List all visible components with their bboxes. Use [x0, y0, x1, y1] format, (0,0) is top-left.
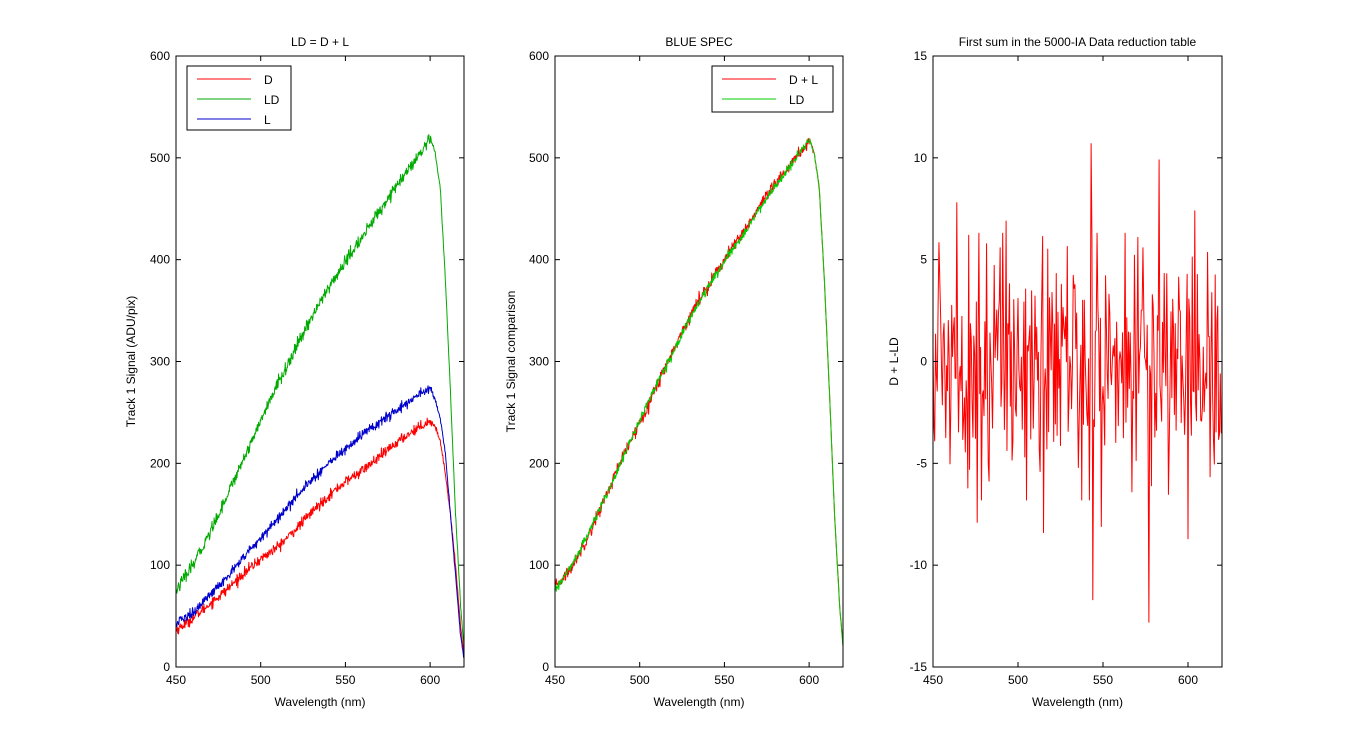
- y-tick-label: 500: [150, 151, 170, 165]
- y-tick-label: 5: [920, 253, 927, 267]
- x-tick-label: 500: [1008, 673, 1028, 687]
- chart-title: BLUE SPEC: [665, 35, 733, 49]
- chart-panel-1: 450 500 550 600 0 100 200 300 400 500 600 LD = D + …: [124, 35, 465, 709]
- y-tick-label: 400: [150, 253, 170, 267]
- series-line-d-l-ld: [933, 143, 1222, 623]
- y-tick-label: 300: [529, 355, 549, 369]
- legend-label: LD: [264, 93, 280, 107]
- y-tick-label: 0: [542, 660, 549, 674]
- y-tick-label: 300: [150, 355, 170, 369]
- y-tick-label: 100: [150, 558, 170, 572]
- x-tick-label: 450: [166, 673, 186, 687]
- plot-area: [555, 56, 843, 667]
- y-tick-label: 0: [920, 355, 927, 369]
- y-tick-label: -5: [916, 456, 927, 470]
- chart-title: LD = D + L: [291, 35, 349, 49]
- chart-panel-3: 450 500 550 600 -15 -10 -5 0 5 10 15 First sum in t…: [887, 35, 1223, 709]
- y-tick-label: 400: [529, 253, 549, 267]
- series-line-ld: [555, 138, 843, 647]
- y-tick-label: -15: [910, 660, 928, 674]
- plot-area: [176, 56, 464, 667]
- y-tick-label: 500: [529, 151, 549, 165]
- chart-panel-2: 450 500 550 600 0 100 200 300 400 500 600 BLUE SPEC…: [504, 35, 844, 709]
- x-axis-label: Wavelength (nm): [654, 695, 745, 709]
- y-tick-label: 10: [914, 151, 928, 165]
- legend-label: D: [264, 73, 273, 87]
- legend-label: L: [264, 113, 271, 127]
- y-tick-label: 0: [163, 660, 170, 674]
- series-group: [933, 143, 1222, 623]
- x-tick-label: 450: [923, 673, 943, 687]
- y-axis-label: Track 1 Signal comparison: [504, 291, 518, 433]
- legend-label: LD: [789, 93, 805, 107]
- x-tick-label: 450: [545, 673, 565, 687]
- series-line-l: [176, 385, 464, 658]
- y-tick-label: 15: [914, 49, 928, 63]
- y-tick-label: 600: [150, 49, 170, 63]
- legend-label: D + L: [789, 73, 818, 87]
- x-tick-label: 550: [1093, 673, 1113, 687]
- y-tick-label: 100: [529, 558, 549, 572]
- x-tick-label: 550: [335, 673, 355, 687]
- y-tick-label: 200: [150, 456, 170, 470]
- series-group: [176, 134, 464, 658]
- x-tick-label: 600: [420, 673, 440, 687]
- y-tick-label: 200: [529, 456, 549, 470]
- legend: D LD L: [186, 65, 292, 131]
- y-tick-label: -10: [910, 558, 928, 572]
- x-tick-label: 550: [714, 673, 734, 687]
- legend-box: [711, 65, 834, 113]
- legend: D + L LD: [711, 65, 834, 113]
- y-tick-label: 600: [529, 49, 549, 63]
- series-line-ld: [176, 134, 464, 646]
- x-tick-label: 600: [1178, 673, 1198, 687]
- series-line-d: [176, 417, 464, 655]
- x-tick-label: 600: [799, 673, 819, 687]
- x-tick-label: 500: [251, 673, 271, 687]
- chart-title: First sum in the 5000-IA Data reduction …: [959, 35, 1197, 49]
- y-axis-label: Track 1 Signal (ADU/pix): [124, 296, 138, 428]
- x-axis-label: Wavelength (nm): [1032, 695, 1123, 709]
- series-group: [555, 137, 843, 647]
- x-tick-label: 500: [630, 673, 650, 687]
- y-axis-label: D + L-LD: [887, 337, 901, 386]
- x-axis-label: Wavelength (nm): [275, 695, 366, 709]
